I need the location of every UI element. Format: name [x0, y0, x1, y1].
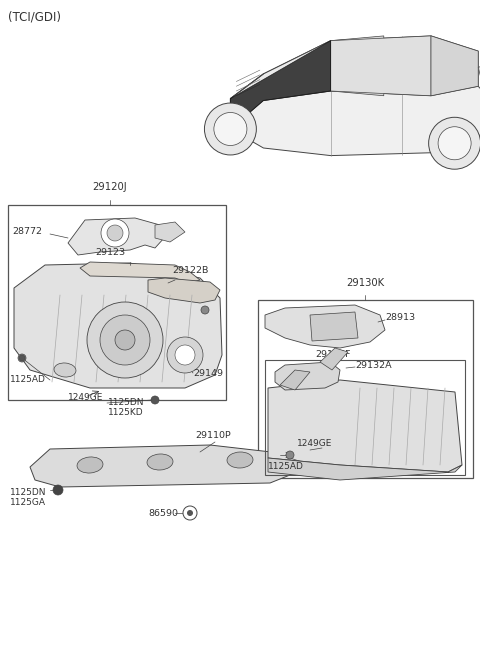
Circle shape [18, 354, 26, 362]
Polygon shape [155, 222, 185, 242]
Bar [265, 360, 465, 475]
Polygon shape [265, 305, 385, 348]
Circle shape [214, 112, 247, 145]
Circle shape [201, 306, 209, 314]
Circle shape [187, 510, 193, 516]
Text: 29123: 29123 [95, 248, 125, 257]
Circle shape [429, 118, 480, 170]
Circle shape [87, 302, 163, 378]
Circle shape [107, 225, 123, 241]
Text: 29110P: 29110P [195, 431, 231, 440]
Polygon shape [148, 278, 220, 303]
Text: 29149: 29149 [193, 369, 223, 378]
Polygon shape [331, 36, 431, 96]
Polygon shape [230, 41, 331, 129]
Text: 28772: 28772 [12, 227, 42, 237]
Text: 28913: 28913 [385, 313, 415, 323]
Circle shape [286, 451, 294, 459]
Text: 29122B: 29122B [172, 266, 208, 275]
Circle shape [151, 396, 159, 404]
Polygon shape [264, 36, 478, 101]
Circle shape [438, 127, 471, 160]
Text: 1125AD: 1125AD [268, 462, 304, 471]
Text: 29120J: 29120J [93, 182, 127, 192]
Text: 29132A: 29132A [355, 361, 392, 369]
Polygon shape [331, 36, 384, 96]
Circle shape [19, 355, 25, 361]
Polygon shape [268, 458, 462, 480]
Text: 1125DN: 1125DN [108, 398, 144, 407]
Polygon shape [275, 362, 340, 390]
Circle shape [101, 219, 129, 247]
Text: 1125KD: 1125KD [108, 408, 144, 417]
Text: 86590: 86590 [148, 509, 178, 518]
Ellipse shape [227, 452, 253, 468]
Text: 1125GA: 1125GA [10, 498, 46, 507]
Circle shape [183, 506, 197, 520]
Circle shape [204, 103, 256, 155]
Polygon shape [68, 218, 165, 255]
Circle shape [175, 345, 195, 365]
Text: 29130F: 29130F [315, 350, 350, 359]
Polygon shape [230, 41, 331, 129]
Circle shape [115, 330, 135, 350]
Text: 1125AD: 1125AD [10, 376, 46, 384]
Text: (TCI/GDI): (TCI/GDI) [8, 10, 61, 23]
Polygon shape [320, 348, 348, 370]
Polygon shape [431, 36, 478, 96]
Circle shape [100, 315, 150, 365]
Bar [258, 300, 473, 478]
Polygon shape [478, 62, 480, 77]
Polygon shape [14, 263, 222, 388]
Ellipse shape [77, 457, 103, 473]
Circle shape [167, 337, 203, 373]
Polygon shape [310, 312, 358, 341]
Text: 1249GE: 1249GE [297, 439, 332, 448]
Bar [8, 205, 226, 400]
Circle shape [53, 485, 63, 495]
Polygon shape [230, 74, 480, 156]
Text: 29130K: 29130K [346, 278, 384, 288]
Text: 1249GE: 1249GE [68, 393, 103, 402]
Text: 1125DN: 1125DN [10, 488, 47, 497]
Ellipse shape [147, 454, 173, 470]
Ellipse shape [54, 363, 76, 377]
Polygon shape [280, 370, 310, 390]
Polygon shape [268, 380, 462, 472]
Polygon shape [80, 262, 200, 283]
Polygon shape [30, 445, 295, 487]
